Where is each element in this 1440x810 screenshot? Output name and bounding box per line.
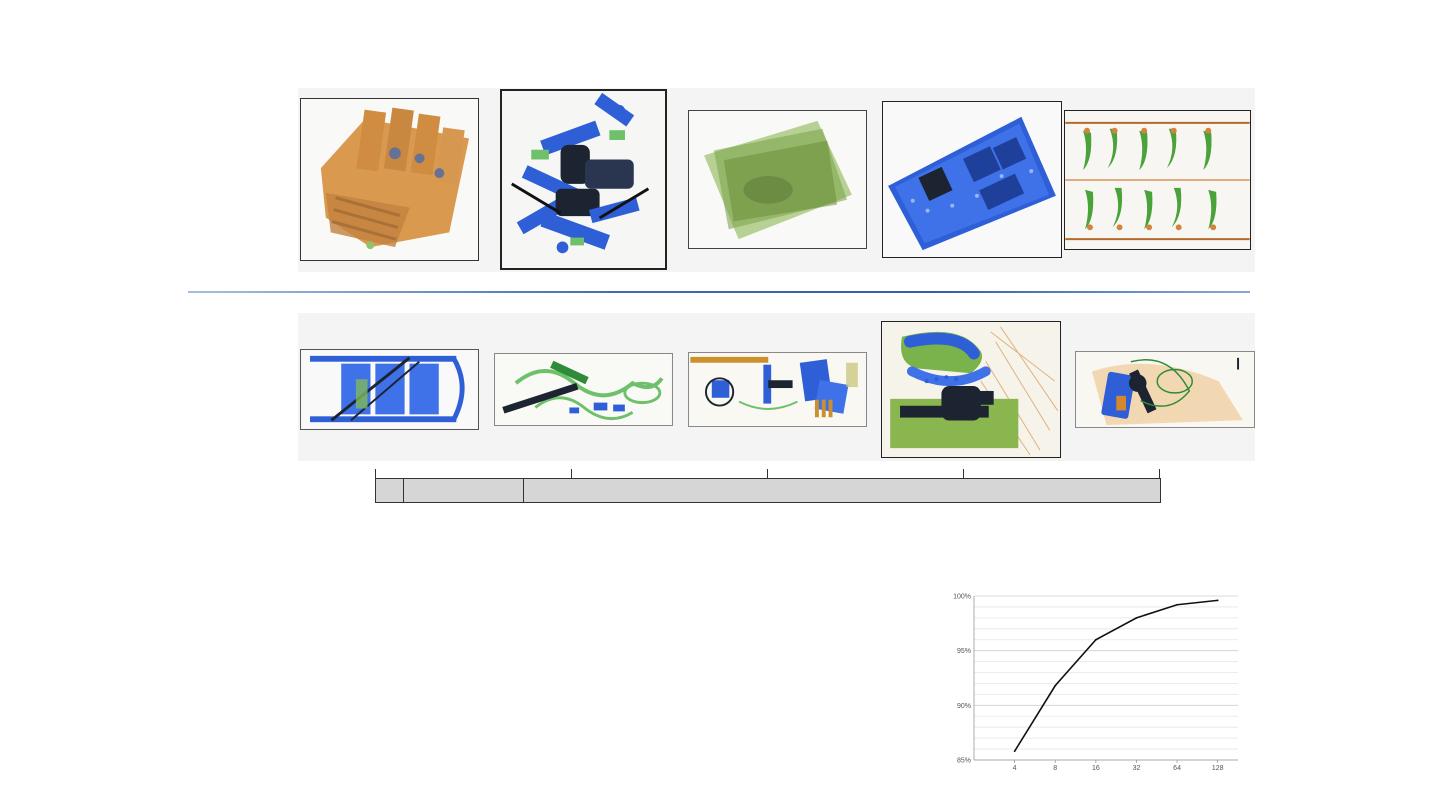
thumbnail-blue-tools[interactable] bbox=[500, 89, 667, 270]
x-tick-label: 8 bbox=[1053, 765, 1057, 770]
thumbnail-orange-boxes[interactable] bbox=[300, 98, 479, 261]
timeline-segment-divider bbox=[403, 479, 404, 502]
y-tick-label: 85% bbox=[957, 758, 971, 765]
y-tick-label: 100% bbox=[953, 594, 971, 601]
data-point bbox=[1216, 599, 1219, 602]
accuracy-line-chart: 85% 90% 95% 100% 4 8 16 32 64 128 bbox=[944, 588, 1244, 772]
green-cables-and-rifle-icon bbox=[496, 354, 671, 425]
series-line bbox=[1013, 599, 1218, 752]
mixed-electronics-icon bbox=[690, 353, 865, 426]
backpack-with-handgun-icon bbox=[882, 322, 1060, 457]
blue-circuit-board-icon bbox=[883, 102, 1061, 257]
thumbnail-bag-device[interactable] bbox=[1075, 351, 1255, 428]
x-tick-label: 128 bbox=[1212, 765, 1224, 770]
timeline-tick bbox=[1159, 469, 1160, 479]
timeline-tick bbox=[571, 469, 572, 479]
x-tick-label: 32 bbox=[1133, 765, 1141, 770]
x-tick-label: 16 bbox=[1092, 765, 1100, 770]
thumbnail-electronics[interactable] bbox=[688, 352, 867, 427]
thumbnail-green-sheets[interactable] bbox=[688, 110, 867, 249]
chart-svg: 85% 90% 95% 100% 4 8 16 32 64 128 bbox=[953, 594, 1238, 772]
data-point bbox=[1176, 603, 1178, 606]
thumbnail-circuit-board[interactable] bbox=[882, 101, 1062, 258]
data-point bbox=[1135, 616, 1138, 619]
green-plants-in-bags-icon bbox=[1065, 111, 1250, 249]
thumbnail-backpack-handgun[interactable] bbox=[881, 321, 1061, 458]
x-tick-label: 4 bbox=[1013, 765, 1017, 770]
y-tick-label: 95% bbox=[957, 648, 971, 655]
data-point bbox=[1013, 750, 1016, 753]
timeline-bar[interactable] bbox=[375, 478, 1161, 503]
blue-stepladder-icon bbox=[302, 350, 477, 429]
timeline-tick bbox=[767, 469, 768, 479]
thumbnail-green-plants[interactable] bbox=[1064, 110, 1251, 250]
thumbnail-cables-rifle[interactable] bbox=[494, 353, 673, 426]
x-tick-label: 64 bbox=[1173, 765, 1181, 770]
green-stacked-sheets-icon bbox=[689, 111, 866, 248]
orange-packaged-boxes-icon bbox=[301, 99, 478, 260]
bag-with-device-icon bbox=[1077, 352, 1253, 427]
timeline-tick bbox=[375, 469, 376, 479]
data-point bbox=[1054, 684, 1057, 687]
scattered-blue-tools-icon bbox=[502, 91, 665, 268]
thumbnail-stepladder[interactable] bbox=[300, 349, 479, 430]
timeline-segment-divider bbox=[523, 479, 524, 502]
timeline-tick bbox=[963, 469, 964, 479]
data-point bbox=[1094, 638, 1097, 641]
y-tick-label: 90% bbox=[957, 703, 971, 710]
section-divider bbox=[188, 291, 1250, 293]
